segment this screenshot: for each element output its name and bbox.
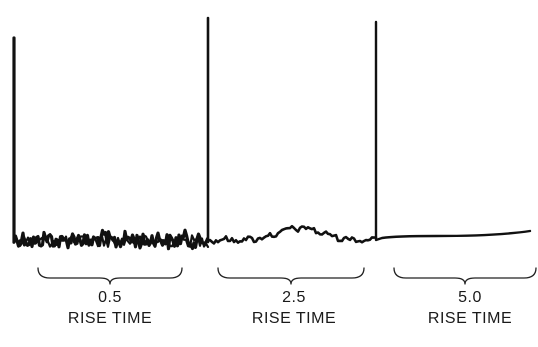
panel-1-caption: RISE TIME <box>67 310 153 327</box>
panel-3-value: 5.0 <box>458 289 482 306</box>
brace-panel-1 <box>37 267 183 285</box>
panel-3-caption: RISE TIME <box>427 310 513 327</box>
panel-2-caption: RISE TIME <box>251 310 337 327</box>
panel-2-value: 2.5 <box>282 289 306 306</box>
trace-panel-3 <box>374 20 532 242</box>
panel-1-value: 0.5 <box>98 289 122 306</box>
brace-panel-3 <box>393 267 537 285</box>
brace-panel-2 <box>217 267 365 285</box>
trace-panel-1 <box>12 36 210 251</box>
trace-panel-2 <box>206 16 378 245</box>
trace-panel-1-noise <box>16 234 210 248</box>
